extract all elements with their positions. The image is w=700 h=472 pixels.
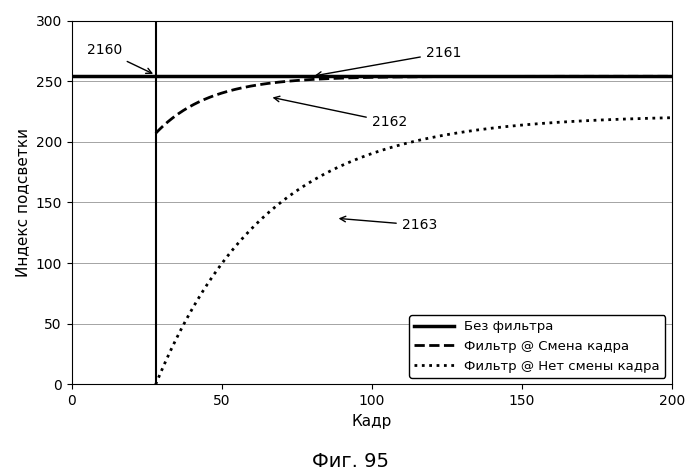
- Фильтр @ Смена кадра: [587, 74, 595, 79]
- Text: 2160: 2160: [87, 43, 152, 73]
- Фильтр @ Нет смены кадра: [214, 266, 222, 272]
- Фильтр @ Смена кадра: [668, 74, 676, 79]
- Text: Фиг. 95: Фиг. 95: [312, 452, 388, 471]
- Фильтр @ Нет смены кадра: [320, 171, 328, 177]
- Фильтр @ Смена кадра: [468, 74, 476, 79]
- Line: Фильтр @ Нет смены кадра: Фильтр @ Нет смены кадра: [155, 118, 672, 384]
- Text: 2161: 2161: [316, 46, 461, 77]
- Legend: Без фильтра, Фильтр @ Смена кадра, Фильтр @ Нет смены кадра: Без фильтра, Фильтр @ Смена кадра, Фильт…: [409, 315, 665, 378]
- Фильтр @ Нет смены кадра: [526, 121, 535, 127]
- Фильтр @ Нет смены кадра: [151, 381, 160, 387]
- Y-axis label: Индекс подсветки: Индекс подсветки: [15, 128, 30, 277]
- Фильтр @ Смена кадра: [153, 129, 162, 135]
- Фильтр @ Нет смены кадра: [668, 115, 676, 120]
- Фильтр @ Смена кадра: [151, 130, 160, 136]
- Фильтр @ Смена кадра: [458, 74, 467, 79]
- Фильтр @ Нет смены кадра: [524, 122, 533, 127]
- Фильтр @ Нет смены кадра: [356, 155, 364, 160]
- Фильтр @ Смена кадра: [620, 74, 628, 79]
- X-axis label: Кадр: Кадр: [351, 413, 392, 429]
- Text: 2162: 2162: [274, 96, 407, 129]
- Фильтр @ Нет смены кадра: [476, 127, 484, 133]
- Line: Фильтр @ Смена кадра: Фильтр @ Смена кадра: [155, 76, 672, 133]
- Text: 2163: 2163: [340, 216, 437, 232]
- Фильтр @ Смена кадра: [457, 74, 466, 79]
